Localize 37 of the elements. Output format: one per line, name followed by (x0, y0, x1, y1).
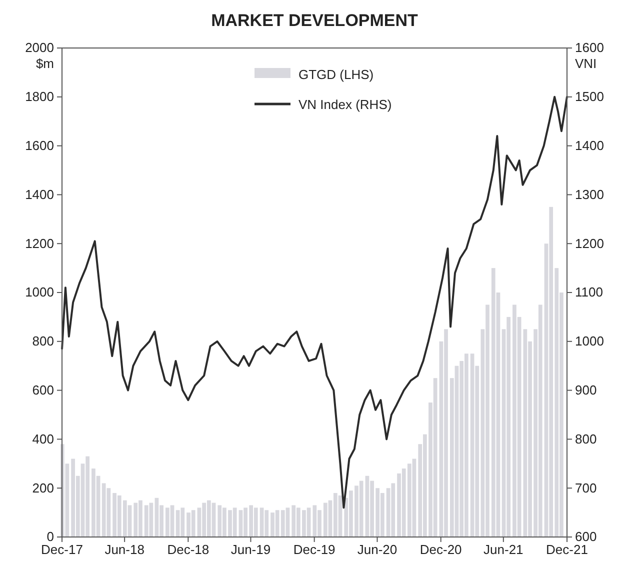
y-tick-label: 400 (32, 431, 54, 446)
y-tick-label: 2000 (25, 40, 54, 56)
y2-tick-label: 1500 (575, 89, 604, 104)
legend-label: VN Index (RHS) (298, 97, 392, 112)
y2-tick-label: 800 (575, 431, 597, 446)
y-tick-label: 200 (32, 480, 54, 496)
y2-tick-label: 700 (575, 480, 597, 496)
y2-tick-label: 600 (575, 529, 597, 544)
line-series (61, 96, 568, 509)
x-tick-label: Jun-20 (357, 542, 398, 558)
x-tick-label: Dec-20 (420, 542, 462, 558)
y-tick-label: 1400 (25, 186, 54, 202)
y-axis-title: $m (36, 56, 54, 71)
x-tick-label: Jun-21 (484, 542, 524, 558)
y-tick-label: 0 (46, 529, 54, 544)
y2-tick-label: 1200 (575, 236, 604, 251)
y-tick-label: 1200 (25, 236, 54, 251)
x-tick-label: Jun-19 (230, 542, 271, 558)
x-tick-label: Dec-21 (546, 542, 588, 558)
y2-tick-label: 1600 (575, 40, 604, 56)
chart-title: MARKET DEVELOPMENT (211, 11, 419, 30)
y2-tick-label: 1000 (575, 334, 604, 349)
legend-label: GTGD (LHS) (298, 67, 374, 82)
x-tick-label: Jun-18 (104, 542, 144, 558)
y-tick-label: 1800 (25, 89, 54, 104)
x-tick-label: Dec-17 (41, 542, 83, 558)
y2-tick-label: 1400 (575, 138, 604, 153)
x-tick-label: Dec-18 (167, 542, 210, 558)
y2-tick-label: 1300 (575, 186, 604, 202)
y2-tick-label: 1100 (575, 284, 603, 300)
y-tick-label: 600 (32, 382, 54, 398)
x-tick-label: Dec-19 (293, 542, 336, 558)
y-tick-label: 800 (32, 334, 54, 349)
y-tick-label: 1600 (25, 138, 54, 153)
y2-tick-label: 900 (575, 382, 597, 398)
y-tick-label: 1000 (25, 284, 54, 300)
y2-axis-title: VNI (575, 56, 597, 71)
